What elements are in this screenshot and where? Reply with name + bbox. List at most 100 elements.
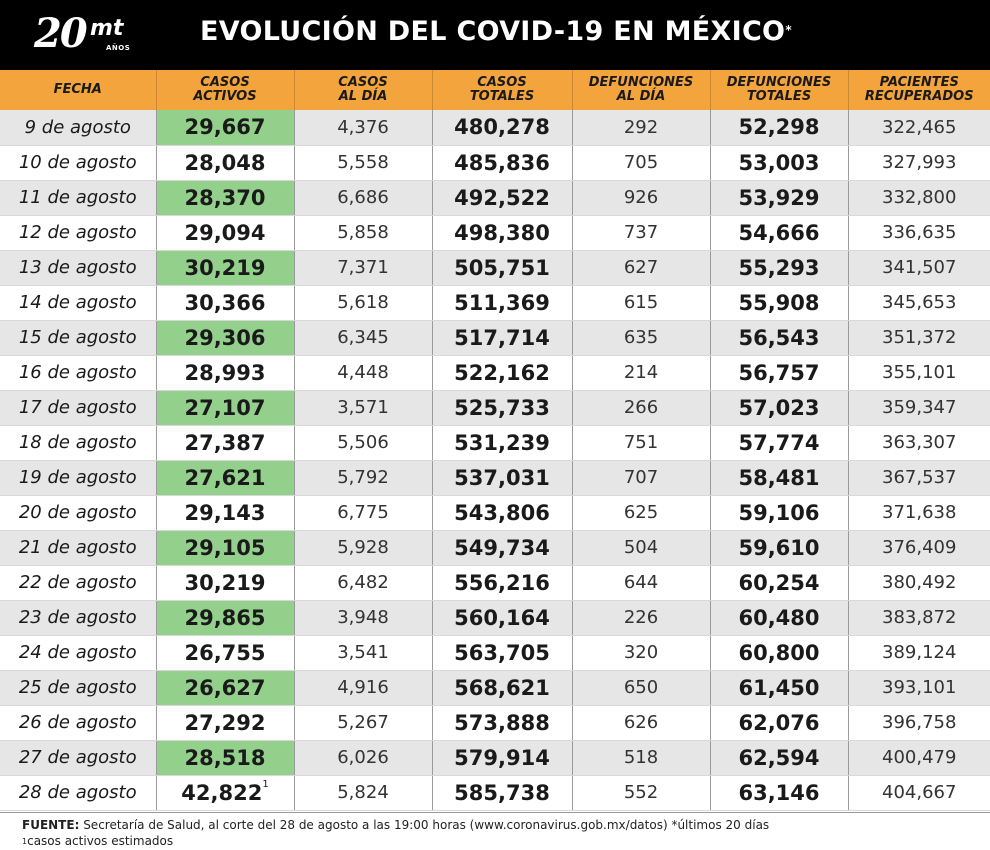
column-header-label: CASOS: [338, 75, 388, 90]
daily-deaths-value: 737: [623, 222, 659, 243]
total-cases-cell: 480,278: [432, 110, 573, 146]
active-cases-cell: 26,627: [156, 670, 295, 706]
active-cases-value: 28,048: [184, 150, 266, 175]
total-deaths-cell: 59,610: [710, 530, 849, 566]
daily-cases-cell: 4,916: [294, 670, 433, 706]
table-row: 11 de agosto 28,370 6,686 492,522 926 53,929 3…: [0, 180, 990, 216]
date-cell: 19 de agosto: [0, 460, 157, 496]
total-deaths-value: 58,481: [738, 465, 820, 490]
total-cases-value: 585,738: [454, 780, 550, 805]
daily-deaths-value: 625: [623, 502, 659, 523]
total-cases-cell: 505,751: [432, 250, 573, 286]
total-cases-value: 560,164: [454, 605, 550, 630]
date-value: 16 de agosto: [18, 362, 137, 383]
total-deaths-cell: 61,450: [710, 670, 849, 706]
column-header-pacientes-recuperados: PACIENTES RECUPERADOS: [848, 70, 990, 110]
total-cases-value: 537,031: [454, 465, 550, 490]
recovered-value: 355,101: [882, 362, 957, 383]
daily-deaths-value: 751: [623, 432, 659, 453]
active-cases-value: 28,518: [184, 745, 266, 770]
date-cell: 22 de agosto: [0, 565, 157, 601]
active-cases-cell: 28,993: [156, 355, 295, 391]
daily-cases-cell: 3,571: [294, 390, 433, 426]
date-cell: 16 de agosto: [0, 355, 157, 391]
daily-cases-value: 6,775: [337, 502, 389, 523]
active-cases-value: 42,822: [181, 780, 263, 805]
daily-deaths-cell: 644: [572, 565, 711, 601]
recovered-value: 371,638: [882, 502, 957, 523]
daily-cases-cell: 6,686: [294, 180, 433, 216]
total-cases-cell: 585,738: [432, 775, 573, 811]
daily-cases-cell: 5,858: [294, 215, 433, 251]
total-cases-cell: 492,522: [432, 180, 573, 216]
daily-cases-cell: 3,541: [294, 635, 433, 671]
active-cases-cell: 29,143: [156, 495, 295, 531]
total-deaths-cell: 62,076: [710, 705, 849, 741]
total-deaths-cell: 55,293: [710, 250, 849, 286]
daily-cases-cell: 5,267: [294, 705, 433, 741]
logo: 20 mt AÑOS: [34, 8, 134, 64]
total-cases-value: 543,806: [454, 500, 550, 525]
total-cases-value: 492,522: [454, 185, 550, 210]
total-deaths-value: 57,774: [738, 430, 820, 455]
active-cases-cell: 29,667: [156, 110, 295, 146]
date-value: 14 de agosto: [18, 292, 137, 313]
total-cases-cell: 568,621: [432, 670, 573, 706]
total-cases-cell: 531,239: [432, 425, 573, 461]
daily-deaths-value: 226: [623, 607, 659, 628]
table-row: 23 de agosto 29,865 3,948 560,164 226 60,480 3…: [0, 600, 990, 636]
title-footnote-mark: *: [785, 23, 792, 37]
daily-deaths-cell: 707: [572, 460, 711, 496]
total-deaths-cell: 56,543: [710, 320, 849, 356]
active-cases-value: 28,370: [184, 185, 266, 210]
logo-number: 20: [34, 10, 88, 57]
total-cases-value: 498,380: [454, 220, 550, 245]
total-cases-cell: 511,369: [432, 285, 573, 321]
recovered-cell: 380,492: [848, 565, 990, 601]
total-cases-value: 485,836: [454, 150, 550, 175]
total-deaths-value: 55,908: [738, 290, 820, 315]
daily-cases-value: 7,371: [337, 257, 389, 278]
daily-cases-value: 5,858: [337, 222, 389, 243]
footnote-text: casos activos estimados: [27, 834, 174, 848]
active-cases-value: 29,865: [184, 605, 266, 630]
total-cases-cell: 525,733: [432, 390, 573, 426]
header-row: FECHA CASOS ACTIVOS CASOS AL DÍA CASOS TOTALES…: [0, 70, 990, 110]
active-cases-value: 29,306: [184, 325, 266, 350]
daily-cases-value: 4,916: [337, 677, 389, 698]
active-cases-cell: 42,8221: [156, 775, 295, 811]
total-cases-value: 480,278: [454, 115, 550, 140]
daily-cases-value: 6,686: [337, 187, 389, 208]
daily-cases-value: 5,506: [337, 432, 389, 453]
recovered-value: 359,347: [882, 397, 957, 418]
date-cell: 15 de agosto: [0, 320, 157, 356]
active-cases-value: 27,107: [184, 395, 266, 420]
recovered-cell: 383,872: [848, 600, 990, 636]
table-row: 20 de agosto 29,143 6,775 543,806 625 59,106 3…: [0, 495, 990, 531]
source-text: Secretaría de Salud, al corte del 28 de …: [79, 818, 770, 832]
date-value: 25 de agosto: [18, 677, 137, 698]
total-deaths-value: 54,666: [738, 220, 820, 245]
total-deaths-value: 63,146: [738, 780, 820, 805]
table-row: 10 de agosto 28,048 5,558 485,836 705 53,003 3…: [0, 145, 990, 181]
daily-cases-value: 6,482: [337, 572, 389, 593]
total-cases-cell: 543,806: [432, 495, 573, 531]
daily-cases-value: 3,948: [337, 607, 389, 628]
daily-deaths-value: 552: [623, 782, 659, 803]
active-cases-value: 29,105: [184, 535, 266, 560]
active-cases-value: 29,143: [184, 500, 266, 525]
date-value: 28 de agosto: [18, 782, 137, 803]
date-value: 20 de agosto: [18, 502, 137, 523]
column-header-label: TOTALES: [469, 89, 535, 104]
recovered-cell: 336,635: [848, 215, 990, 251]
recovered-cell: 371,638: [848, 495, 990, 531]
active-cases-cell: 29,865: [156, 600, 295, 636]
column-header-label: FECHA: [53, 82, 102, 97]
column-header-defunciones-al-dia: DEFUNCIONES AL DÍA: [572, 70, 711, 110]
total-cases-value: 549,734: [454, 535, 550, 560]
daily-deaths-cell: 926: [572, 180, 711, 216]
recovered-value: 327,993: [882, 152, 957, 173]
column-header-label: RECUPERADOS: [864, 89, 974, 104]
total-deaths-cell: 53,929: [710, 180, 849, 216]
total-cases-cell: 498,380: [432, 215, 573, 251]
